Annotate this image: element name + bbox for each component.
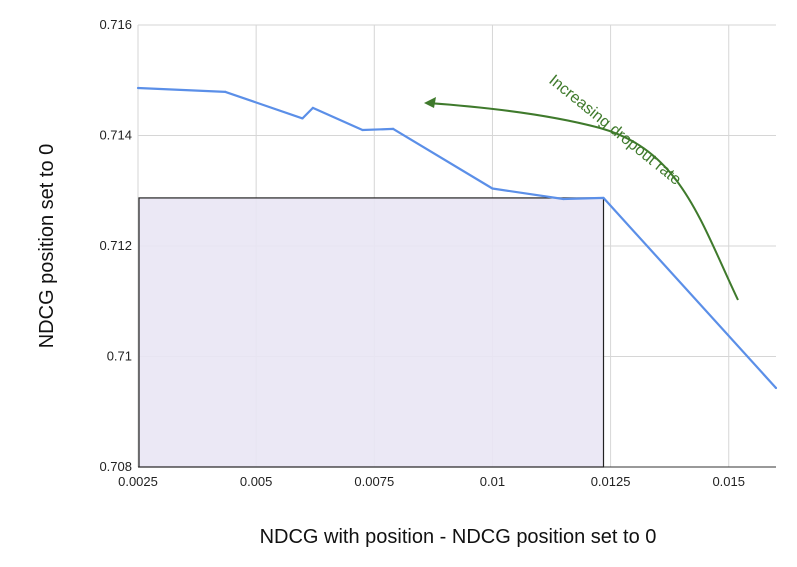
highlight-region [138,197,605,468]
data-point [602,196,605,200]
y-tick-label: 0.712 [99,238,132,253]
y-tick-label: 0.714 [99,128,132,143]
data-point [392,127,395,130]
x-axis-title: NDCG with position - NDCG position set t… [260,526,657,548]
x-tick-label: 0.015 [712,474,745,489]
series-layer [136,86,778,390]
y-axis-title: NDCG position set to 0 [36,144,58,349]
series-line [137,86,777,389]
data-point [774,386,778,390]
x-axis-ticks: 0.0025 0.005 0.0075 0.01 0.0125 0.015 [118,474,745,489]
data-point [136,86,140,90]
x-tick-label: 0.01 [480,474,505,489]
y-axis-ticks: 0.708 0.71 0.712 0.714 0.716 [99,17,132,474]
y-tick-label: 0.71 [107,349,132,364]
x-tick-label: 0.0075 [354,474,394,489]
y-tick-label: 0.716 [99,17,132,32]
annotation-arrow [427,102,739,301]
data-point [301,117,304,120]
x-tick-label: 0.0125 [591,474,631,489]
data-point [361,128,364,132]
x-tick-label: 0.005 [240,474,273,489]
y-tick-label: 0.708 [99,459,132,474]
annotation-arrowhead [424,97,436,108]
data-point [491,187,494,190]
data-point [562,197,565,201]
data-point [224,90,227,93]
data-point [311,106,314,109]
annotation-text: Increasing dropout rate [545,72,684,189]
x-tick-label: 0.0025 [118,474,158,489]
